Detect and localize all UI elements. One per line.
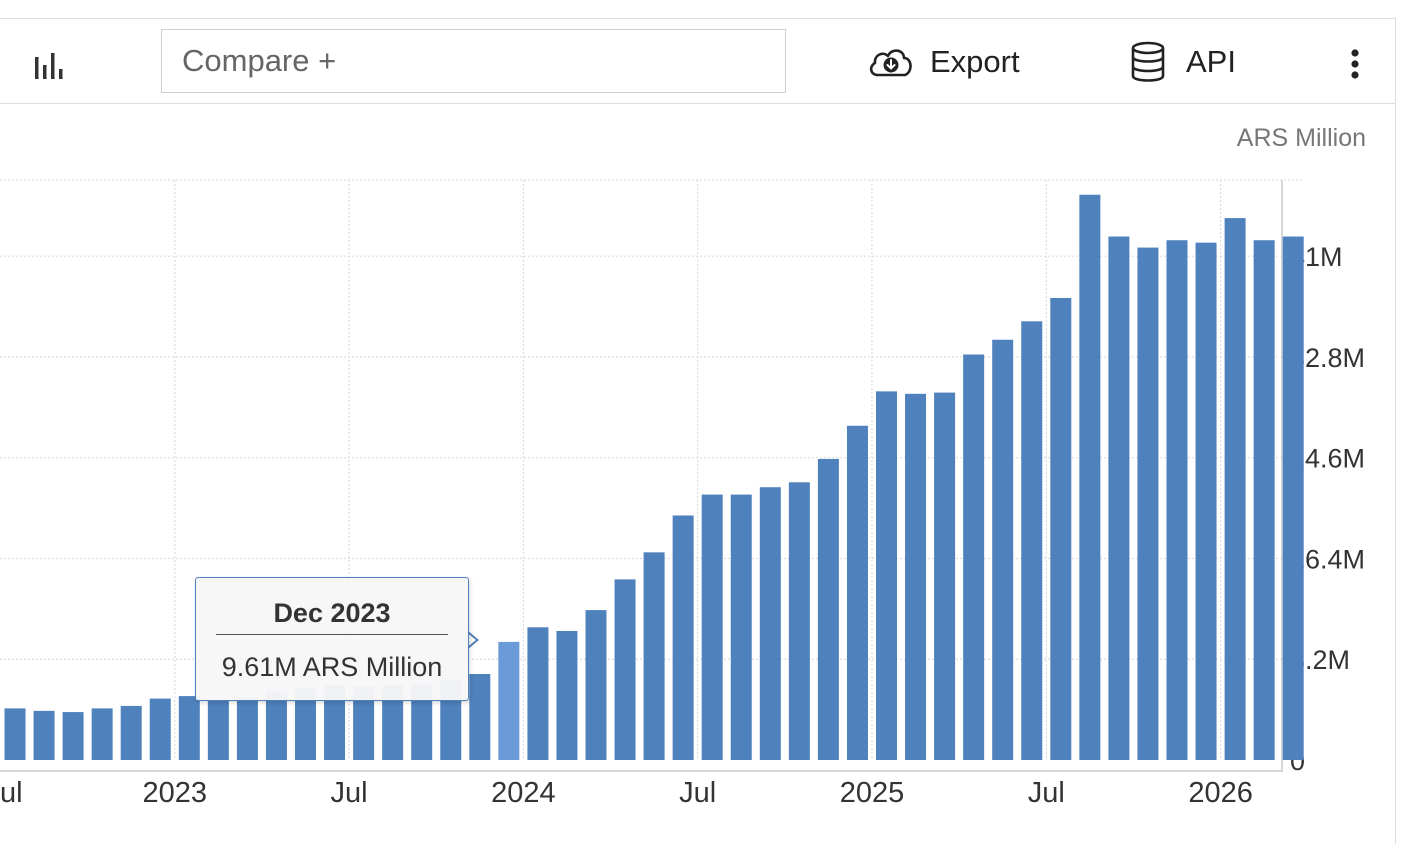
bar[interactable]	[4, 708, 26, 760]
unit-label: ARS Million	[1236, 124, 1366, 152]
vertical-ellipsis-icon	[1351, 49, 1359, 79]
chart-type-button[interactable]	[26, 45, 72, 91]
bar[interactable]	[1282, 236, 1304, 761]
bar[interactable]	[1021, 321, 1043, 760]
bar[interactable]	[846, 425, 868, 760]
bar[interactable]	[353, 686, 375, 760]
bar[interactable]	[1195, 242, 1217, 760]
api-button[interactable]: API	[1128, 37, 1236, 87]
bar[interactable]	[759, 487, 781, 760]
bar[interactable]	[817, 458, 839, 760]
bar[interactable]	[120, 705, 142, 760]
bar[interactable]	[701, 494, 723, 760]
tooltip-divider	[216, 634, 448, 635]
bar[interactable]	[62, 712, 84, 760]
bar[interactable]	[207, 699, 229, 760]
bar[interactable]	[91, 708, 113, 760]
bar[interactable]	[498, 641, 520, 760]
bar[interactable]	[265, 691, 287, 760]
x-tick-label: 2026	[1188, 777, 1253, 809]
toolbar: Export API	[0, 19, 1395, 104]
bar[interactable]	[556, 630, 578, 760]
bar[interactable]	[469, 673, 491, 760]
bar[interactable]	[382, 685, 404, 760]
bar[interactable]	[411, 683, 433, 760]
x-tick-label: ul	[0, 777, 23, 809]
bar[interactable]	[643, 552, 665, 760]
x-tick-label: Jul	[679, 777, 716, 809]
export-label: Export	[930, 44, 1020, 79]
x-tick-label: 2023	[143, 777, 208, 809]
bar[interactable]	[324, 685, 346, 760]
more-options-button[interactable]	[1340, 39, 1370, 89]
bar-chart-icon	[35, 53, 63, 79]
bar[interactable]	[963, 354, 985, 760]
bar[interactable]	[1079, 194, 1101, 761]
bar[interactable]	[236, 697, 258, 760]
bar[interactable]	[730, 494, 752, 760]
tooltip-value: 9.61M ARS Million	[221, 652, 443, 682]
bar[interactable]	[527, 627, 549, 760]
bar[interactable]	[1253, 240, 1275, 761]
bar[interactable]	[33, 710, 55, 760]
bar[interactable]	[672, 515, 694, 760]
x-tick-label: 2024	[491, 777, 556, 809]
tooltip-date: Dec 2023	[273, 598, 391, 628]
database-icon	[1131, 41, 1165, 82]
bar[interactable]	[295, 687, 316, 761]
bar[interactable]	[585, 610, 607, 760]
api-label: API	[1186, 44, 1236, 79]
cloud-download-icon	[869, 49, 912, 77]
bar[interactable]	[992, 339, 1014, 760]
chart-tooltip: Dec 2023 9.61M ARS Million	[195, 577, 469, 701]
bar[interactable]	[149, 698, 171, 760]
bar[interactable]	[1224, 218, 1246, 761]
export-button[interactable]: Export	[866, 37, 1020, 87]
bar[interactable]	[934, 392, 956, 760]
chart-frame	[0, 18, 1396, 844]
x-tick-label: 2025	[840, 777, 905, 809]
tooltip-pointer-fill	[466, 632, 476, 648]
bar[interactable]	[614, 579, 636, 760]
bar[interactable]	[1166, 240, 1188, 761]
bar[interactable]	[1137, 247, 1159, 761]
bar[interactable]	[178, 696, 200, 760]
bar[interactable]	[876, 391, 897, 760]
bar[interactable]	[1050, 297, 1072, 760]
bar[interactable]	[788, 482, 810, 760]
x-tick-label: Jul	[1028, 777, 1065, 809]
x-tick-label: Jul	[331, 777, 368, 809]
compare-input[interactable]	[161, 29, 786, 93]
bar[interactable]	[1108, 236, 1130, 761]
bar[interactable]	[905, 393, 927, 760]
